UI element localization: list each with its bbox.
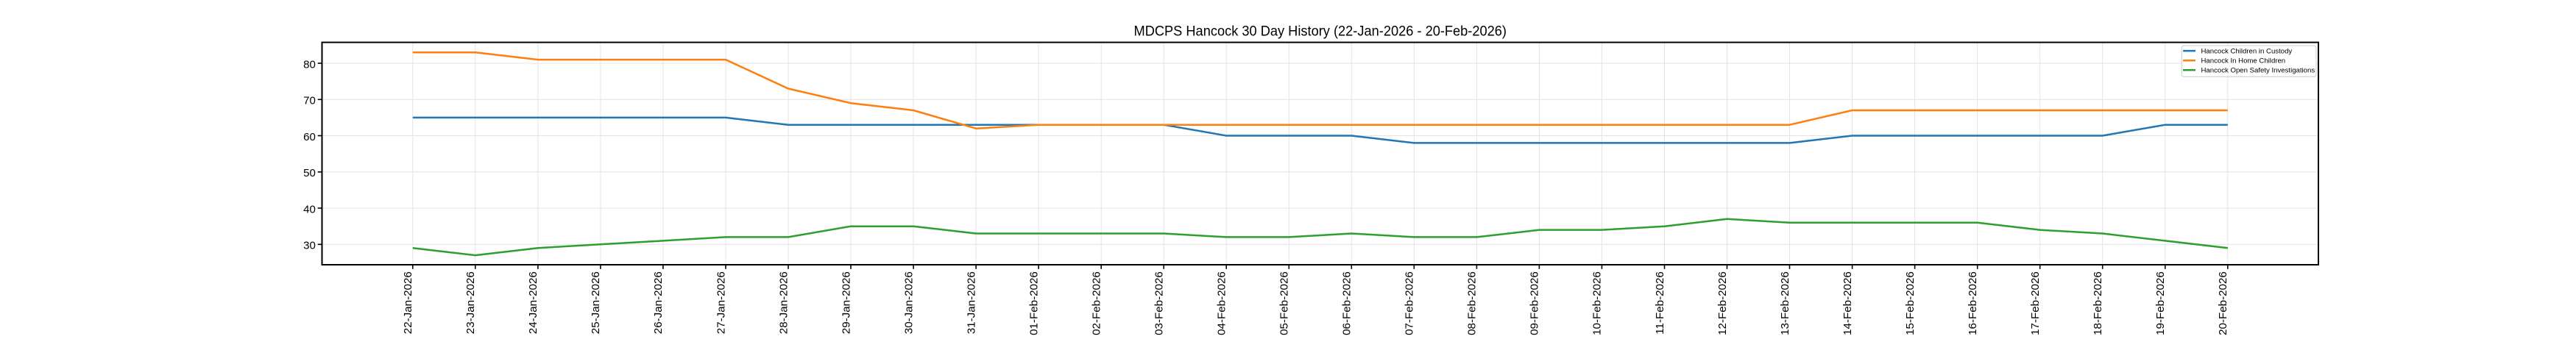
svg-text:Hancock Children in Custody: Hancock Children in Custody [2201,48,2293,56]
svg-text:25-Jan-2026: 25-Jan-2026 [590,271,602,334]
svg-text:Hancock Open Safety Investigat: Hancock Open Safety Investigations [2201,67,2315,75]
svg-text:80: 80 [303,58,316,71]
svg-text:24-Jan-2026: 24-Jan-2026 [527,271,539,334]
svg-text:18-Feb-2026: 18-Feb-2026 [2092,271,2104,335]
svg-text:Hancock In Home Children: Hancock In Home Children [2201,57,2286,65]
svg-text:12-Feb-2026: 12-Feb-2026 [1716,271,1729,335]
svg-text:05-Feb-2026: 05-Feb-2026 [1278,271,1291,335]
svg-text:03-Feb-2026: 03-Feb-2026 [1153,271,1166,335]
svg-text:04-Feb-2026: 04-Feb-2026 [1216,271,1228,335]
svg-text:26-Jan-2026: 26-Jan-2026 [652,271,665,334]
svg-text:30: 30 [303,240,316,252]
svg-text:17-Feb-2026: 17-Feb-2026 [2029,271,2042,335]
svg-text:14-Feb-2026: 14-Feb-2026 [1841,271,1854,335]
svg-text:08-Feb-2026: 08-Feb-2026 [1466,271,1479,335]
svg-text:07-Feb-2026: 07-Feb-2026 [1404,271,1416,335]
svg-text:15-Feb-2026: 15-Feb-2026 [1904,271,1917,335]
svg-text:23-Jan-2026: 23-Jan-2026 [464,271,477,334]
svg-text:16-Feb-2026: 16-Feb-2026 [1967,271,1979,335]
svg-text:13-Feb-2026: 13-Feb-2026 [1779,271,1791,335]
svg-text:10-Feb-2026: 10-Feb-2026 [1591,271,1604,335]
svg-text:29-Jan-2026: 29-Jan-2026 [840,271,852,334]
svg-text:50: 50 [303,167,316,179]
svg-text:MDCPS Hancock 30 Day History (: MDCPS Hancock 30 Day History (22-Jan-202… [1134,23,1507,38]
svg-text:60: 60 [303,131,316,143]
svg-text:27-Jan-2026: 27-Jan-2026 [715,271,727,334]
svg-text:02-Feb-2026: 02-Feb-2026 [1091,271,1103,335]
svg-text:31-Jan-2026: 31-Jan-2026 [965,271,977,334]
svg-text:06-Feb-2026: 06-Feb-2026 [1341,271,1354,335]
svg-text:19-Feb-2026: 19-Feb-2026 [2154,271,2167,335]
svg-text:09-Feb-2026: 09-Feb-2026 [1529,271,1541,335]
svg-text:70: 70 [303,95,316,107]
svg-text:28-Jan-2026: 28-Jan-2026 [777,271,790,334]
svg-text:40: 40 [303,203,316,215]
svg-text:22-Jan-2026: 22-Jan-2026 [402,271,414,334]
svg-text:30-Jan-2026: 30-Jan-2026 [902,271,915,334]
svg-text:01-Feb-2026: 01-Feb-2026 [1027,271,1040,335]
svg-text:20-Feb-2026: 20-Feb-2026 [2217,271,2229,335]
svg-text:11-Feb-2026: 11-Feb-2026 [1654,271,1666,335]
